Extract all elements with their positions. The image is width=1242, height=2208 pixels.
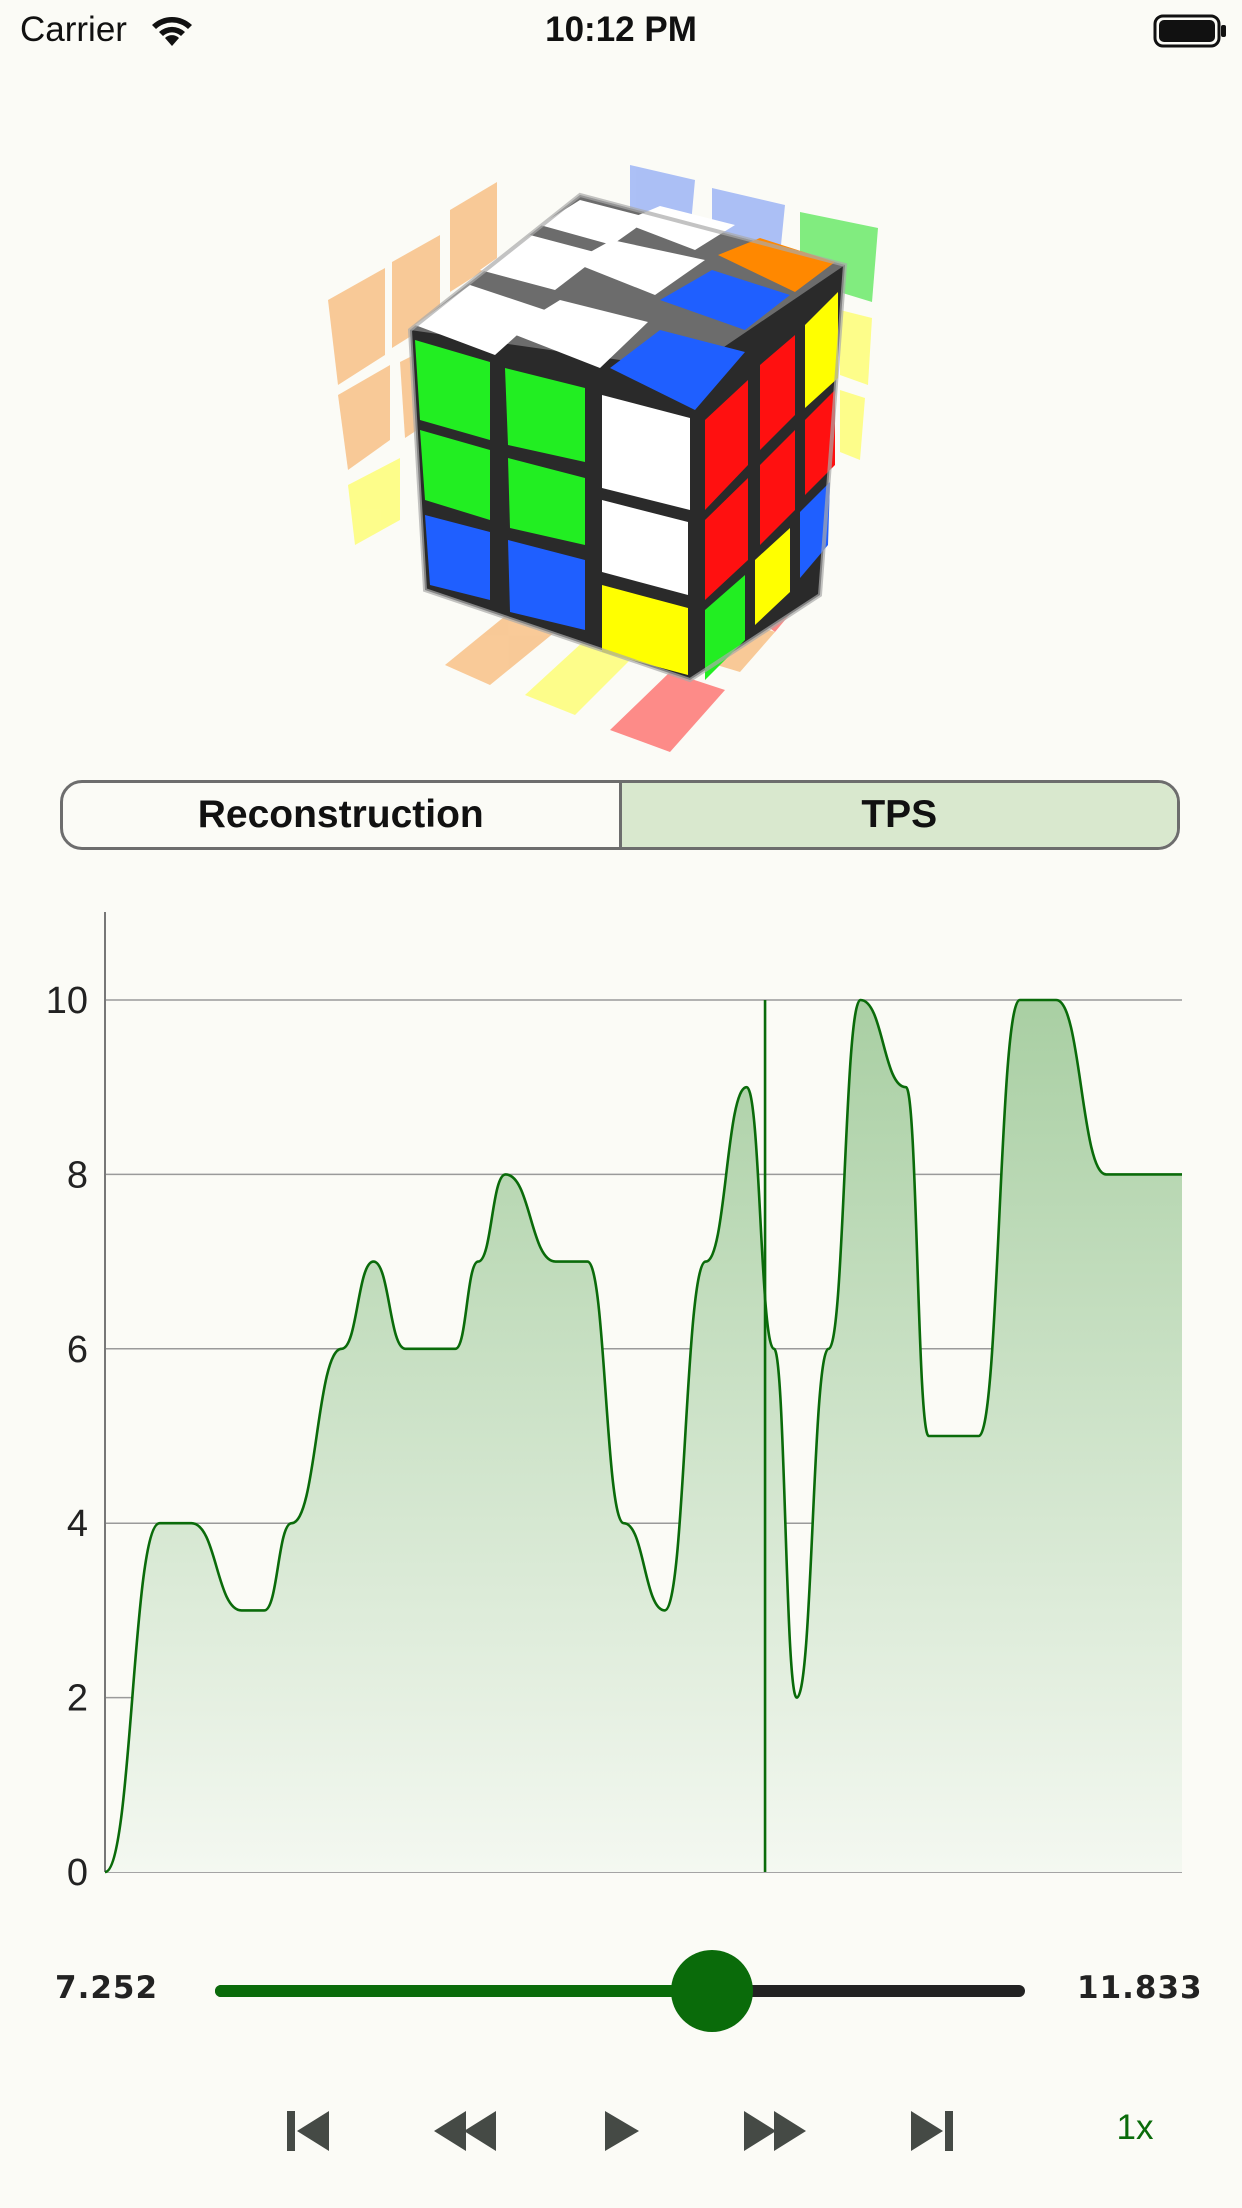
rewind-icon <box>434 2111 496 2151</box>
rewind-button[interactable] <box>425 2095 505 2167</box>
skip-to-start-icon <box>287 2111 329 2151</box>
cube-3d-view[interactable] <box>300 150 920 770</box>
y-tick-label: 0 <box>67 1852 88 1890</box>
y-tick-label: 4 <box>67 1503 88 1545</box>
y-tick-label: 10 <box>46 980 88 1022</box>
scrub-slider-fill <box>215 1985 712 1997</box>
tab-tps[interactable]: TPS <box>621 783 1177 847</box>
y-tick-label: 8 <box>67 1154 88 1196</box>
view-mode-segmented-control[interactable]: Reconstruction TPS <box>60 780 1180 850</box>
y-tick-label: 6 <box>67 1329 88 1371</box>
playback-speed-button[interactable]: 1x <box>1116 2108 1154 2147</box>
skip-to-end-button[interactable] <box>892 2095 972 2167</box>
carrier-label: Carrier <box>20 10 127 49</box>
fast-forward-button[interactable] <box>735 2095 815 2167</box>
status-bar: Carrier 10:12 PM <box>0 0 1242 64</box>
skip-to-start-button[interactable] <box>268 2095 348 2167</box>
tps-chart: 0 2 4 6 8 10 <box>46 912 1182 1890</box>
scrub-slider-thumb[interactable] <box>670 1950 753 2032</box>
playback-controls <box>0 2095 1242 2175</box>
total-time-label: 11.833 <box>1077 1970 1203 2006</box>
skip-to-end-icon <box>911 2111 953 2151</box>
wifi-icon <box>152 17 192 46</box>
tps-area-fill <box>105 1000 1182 1872</box>
y-tick-label: 2 <box>67 1678 88 1720</box>
play-button[interactable] <box>582 2095 662 2167</box>
current-time-label: 7.252 <box>55 1970 159 2006</box>
y-axis-ticks: 0 2 4 6 8 10 <box>46 980 88 1890</box>
rubiks-cube-illustration <box>328 165 878 752</box>
play-icon <box>605 2111 639 2151</box>
scrub-slider-track[interactable] <box>215 1985 1025 1997</box>
fast-forward-icon <box>744 2111 806 2151</box>
tps-series-line <box>104 998 1182 1874</box>
tab-reconstruction[interactable]: Reconstruction <box>63 783 622 847</box>
status-time: 10:12 PM <box>545 10 697 49</box>
battery-icon <box>1153 14 1226 48</box>
